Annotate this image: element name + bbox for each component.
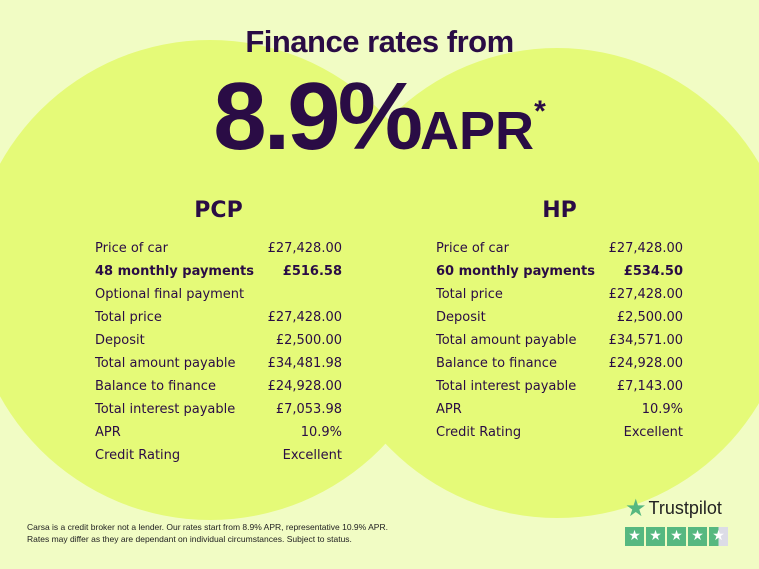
table-row: Optional final payment (95, 283, 342, 306)
hp-table: HP Price of car £27,428.00 60 monthly paym… (436, 198, 683, 444)
row-label: APR (95, 425, 121, 440)
row-value: £516.58 (282, 264, 342, 279)
background-circle-right (322, 48, 759, 518)
star-icon: ★ (625, 527, 644, 546)
table-row: Total amount payable £34,481.98 (95, 352, 342, 375)
row-label: Balance to finance (95, 379, 216, 394)
star-icon: ★ (646, 527, 665, 546)
headline: Finance rates from (245, 24, 514, 59)
row-value: £27,428.00 (608, 241, 683, 256)
table-row: Total interest payable £7,143.00 (436, 375, 683, 398)
row-label: APR (436, 402, 462, 417)
table-row: Total amount payable £34,571.00 (436, 329, 683, 352)
table-row: Total price £27,428.00 (436, 283, 683, 306)
table-row: Balance to finance £24,928.00 (95, 375, 342, 398)
star-icon: ★ (709, 527, 728, 546)
pcp-table: PCP Price of car £27,428.00 48 monthly pay… (95, 198, 342, 467)
trustpilot-name: Trustpilot (648, 498, 722, 518)
row-value: Excellent (282, 448, 342, 463)
table-row: Price of car £27,428.00 (95, 237, 342, 260)
row-value: 10.9% (641, 402, 683, 417)
row-value: £34,571.00 (608, 333, 683, 348)
trustpilot-star-icon: ★ (625, 495, 647, 522)
row-label: 60 monthly payments (436, 264, 595, 279)
table-row: Deposit £2,500.00 (95, 329, 342, 352)
trustpilot-rating: ★ ★ ★ ★ ★ (625, 527, 735, 546)
table-row: Credit Rating Excellent (95, 444, 342, 467)
table-row: 60 monthly payments £534.50 (436, 260, 683, 283)
row-label: Total price (436, 287, 503, 302)
table-row: APR 10.9% (436, 398, 683, 421)
row-value: £34,481.98 (267, 356, 342, 371)
row-label: Deposit (95, 333, 145, 348)
row-label: Balance to finance (436, 356, 557, 371)
disclaimer: Carsa is a credit broker not a lender. O… (27, 521, 388, 545)
row-value: £24,928.00 (608, 356, 683, 371)
table-row: 48 monthly payments £516.58 (95, 260, 342, 283)
row-label: 48 monthly payments (95, 264, 254, 279)
row-label: Price of car (95, 241, 168, 256)
table-row: Total price £27,428.00 (95, 306, 342, 329)
disclaimer-line-2: Rates may differ as they are dependant o… (27, 534, 352, 544)
asterisk: * (534, 95, 546, 128)
apr-label: APR (420, 101, 535, 161)
row-label: Credit Rating (436, 425, 522, 440)
row-value: £7,143.00 (616, 379, 683, 394)
star-icon: ★ (667, 527, 686, 546)
row-label: Total amount payable (95, 356, 236, 371)
row-value: £2,500.00 (616, 310, 683, 325)
table-row: APR 10.9% (95, 421, 342, 444)
star-icon: ★ (688, 527, 707, 546)
rate-value: 8.9% (213, 63, 423, 170)
row-value: £27,428.00 (267, 241, 342, 256)
row-label: Total interest payable (95, 402, 236, 417)
row-value: £2,500.00 (275, 333, 342, 348)
table-row: Deposit £2,500.00 (436, 306, 683, 329)
trustpilot-badge[interactable]: ★ Trustpilot ★ ★ ★ ★ ★ (625, 494, 735, 546)
row-label: Total interest payable (436, 379, 577, 394)
row-value: 10.9% (300, 425, 342, 440)
row-label: Price of car (436, 241, 509, 256)
row-value: £534.50 (623, 264, 683, 279)
row-value: £7,053.98 (275, 402, 342, 417)
pcp-title: PCP (194, 198, 243, 223)
row-label: Credit Rating (95, 448, 181, 463)
table-row: Credit Rating Excellent (436, 421, 683, 444)
table-row: Balance to finance £24,928.00 (436, 352, 683, 375)
row-label: Total amount payable (436, 333, 577, 348)
row-label: Optional final payment (95, 287, 245, 302)
hp-title: HP (542, 198, 577, 223)
row-value: £24,928.00 (267, 379, 342, 394)
disclaimer-line-1: Carsa is a credit broker not a lender. O… (27, 522, 388, 532)
table-row: Price of car £27,428.00 (436, 237, 683, 260)
row-value: £27,428.00 (608, 287, 683, 302)
row-value: £27,428.00 (267, 310, 342, 325)
rate-display: 8.9%APR* (0, 62, 759, 172)
row-label: Deposit (436, 310, 486, 325)
row-label: Total price (95, 310, 162, 325)
table-row: Total interest payable £7,053.98 (95, 398, 342, 421)
row-value: Excellent (623, 425, 683, 440)
